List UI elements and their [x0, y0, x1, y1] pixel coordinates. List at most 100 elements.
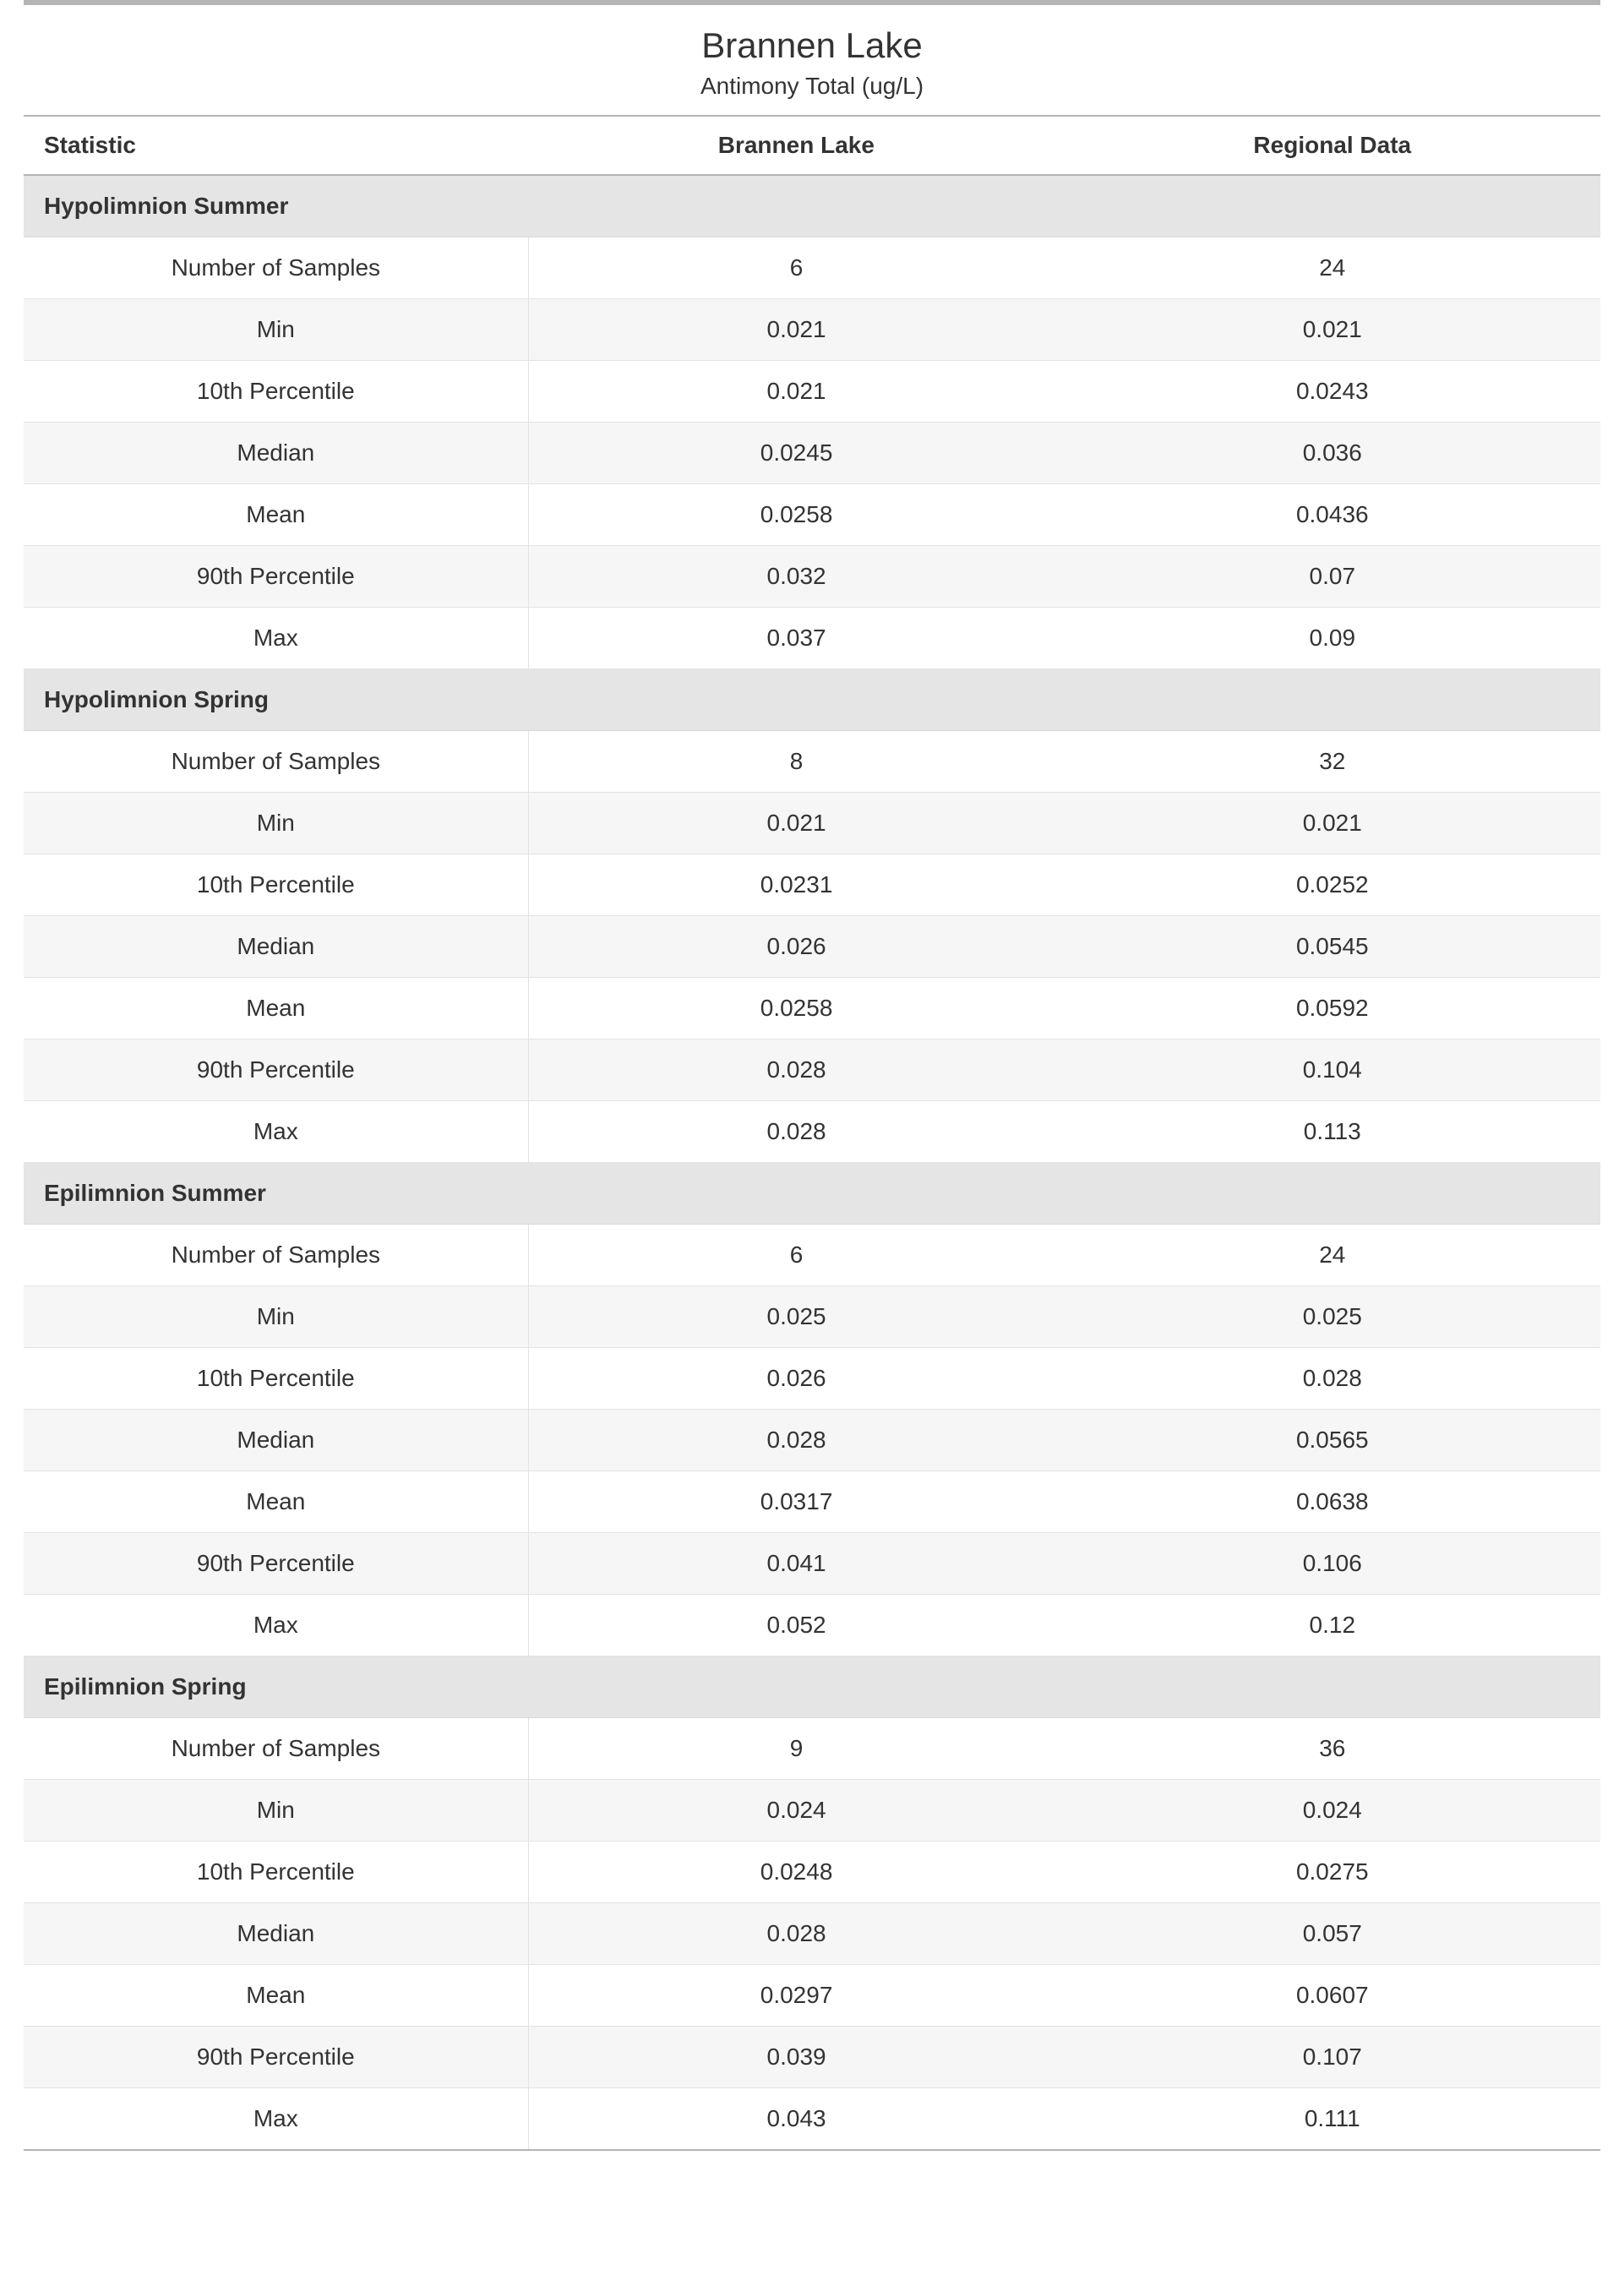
table-row: Min0.0210.021	[24, 793, 1600, 854]
table-row: Mean0.02580.0592	[24, 978, 1600, 1040]
stat-name: 10th Percentile	[24, 1348, 528, 1410]
stat-value-site: 0.0245	[528, 423, 1064, 484]
stat-value-site: 0.026	[528, 1348, 1064, 1410]
stat-name: Mean	[24, 978, 528, 1040]
stat-value-regional: 0.025	[1065, 1286, 1600, 1348]
table-row: Mean0.02580.0436	[24, 484, 1600, 546]
stat-value-regional: 0.0275	[1065, 1842, 1600, 1903]
stat-value-site: 0.028	[528, 1410, 1064, 1471]
stat-name: Mean	[24, 484, 528, 546]
stat-value-regional: 0.0545	[1065, 916, 1600, 978]
stat-name: 10th Percentile	[24, 361, 528, 423]
stat-value-regional: 0.021	[1065, 299, 1600, 361]
stat-name: Min	[24, 793, 528, 854]
stat-value-regional: 0.0436	[1065, 484, 1600, 546]
table-row: Median0.0260.0545	[24, 916, 1600, 978]
stat-value-regional: 0.0565	[1065, 1410, 1600, 1471]
stat-value-site: 0.043	[528, 2088, 1064, 2151]
stat-value-regional: 24	[1065, 1225, 1600, 1286]
stat-name: Min	[24, 1780, 528, 1842]
table-row: Median0.0280.0565	[24, 1410, 1600, 1471]
stat-name: Median	[24, 1903, 528, 1965]
stat-value-site: 0.0317	[528, 1471, 1064, 1533]
stat-value-regional: 24	[1065, 237, 1600, 299]
stat-value-regional: 0.036	[1065, 423, 1600, 484]
table-row: Mean0.02970.0607	[24, 1965, 1600, 2027]
stat-value-regional: 0.104	[1065, 1040, 1600, 1101]
stat-name: 10th Percentile	[24, 1842, 528, 1903]
section-title: Hypolimnion Summer	[24, 175, 1600, 237]
stat-value-regional: 0.0638	[1065, 1471, 1600, 1533]
table-row: Min0.0210.021	[24, 299, 1600, 361]
stat-value-site: 0.0297	[528, 1965, 1064, 2027]
stat-value-regional: 0.057	[1065, 1903, 1600, 1965]
table-row: Median0.0280.057	[24, 1903, 1600, 1965]
stat-value-site: 0.028	[528, 1903, 1064, 1965]
stat-name: Number of Samples	[24, 1718, 528, 1780]
stat-value-regional: 0.0243	[1065, 361, 1600, 423]
stat-value-regional: 0.107	[1065, 2027, 1600, 2088]
table-row: Min0.0240.024	[24, 1780, 1600, 1842]
stat-name: Max	[24, 1595, 528, 1656]
table-row: 90th Percentile0.0280.104	[24, 1040, 1600, 1101]
col-header-regional: Regional Data	[1065, 116, 1600, 175]
table-row: 10th Percentile0.02480.0275	[24, 1842, 1600, 1903]
section-title: Epilimnion Summer	[24, 1163, 1600, 1225]
section-title: Epilimnion Spring	[24, 1656, 1600, 1718]
stat-name: Median	[24, 916, 528, 978]
stat-value-site: 0.0231	[528, 854, 1064, 916]
stat-value-regional: 0.113	[1065, 1101, 1600, 1163]
table-row: 10th Percentile0.0260.028	[24, 1348, 1600, 1410]
stat-value-regional: 0.07	[1065, 546, 1600, 608]
stat-value-site: 6	[528, 237, 1064, 299]
stat-value-regional: 0.0252	[1065, 854, 1600, 916]
table-row: Number of Samples624	[24, 1225, 1600, 1286]
stat-value-site: 0.0258	[528, 484, 1064, 546]
stat-name: 10th Percentile	[24, 854, 528, 916]
table-row: Number of Samples832	[24, 731, 1600, 793]
section-title: Hypolimnion Spring	[24, 669, 1600, 731]
stat-name: 90th Percentile	[24, 546, 528, 608]
stat-value-site: 0.025	[528, 1286, 1064, 1348]
table-row: Mean0.03170.0638	[24, 1471, 1600, 1533]
table-row: Min0.0250.025	[24, 1286, 1600, 1348]
table-row: Max0.0280.113	[24, 1101, 1600, 1163]
stat-name: Max	[24, 608, 528, 669]
top-rule	[24, 0, 1600, 5]
stat-value-site: 0.026	[528, 916, 1064, 978]
stat-value-site: 0.028	[528, 1101, 1064, 1163]
col-header-site: Brannen Lake	[528, 116, 1064, 175]
stat-value-site: 0.0248	[528, 1842, 1064, 1903]
stat-value-site: 0.0258	[528, 978, 1064, 1040]
stat-name: Median	[24, 1410, 528, 1471]
stat-value-regional: 0.09	[1065, 608, 1600, 669]
stat-name: Number of Samples	[24, 1225, 528, 1286]
stat-value-site: 0.021	[528, 793, 1064, 854]
stat-value-site: 0.028	[528, 1040, 1064, 1101]
stat-name: Number of Samples	[24, 731, 528, 793]
table-row: 10th Percentile0.0210.0243	[24, 361, 1600, 423]
section-header: Epilimnion Spring	[24, 1656, 1600, 1718]
stat-name: Median	[24, 423, 528, 484]
stat-name: 90th Percentile	[24, 1040, 528, 1101]
stat-value-site: 0.041	[528, 1533, 1064, 1595]
stat-name: Min	[24, 299, 528, 361]
table-row: 90th Percentile0.0410.106	[24, 1533, 1600, 1595]
stat-value-regional: 0.021	[1065, 793, 1600, 854]
stat-value-site: 0.024	[528, 1780, 1064, 1842]
table-row: Max0.0370.09	[24, 608, 1600, 669]
stats-table: Statistic Brannen Lake Regional Data Hyp…	[24, 115, 1600, 2151]
page-title: Brannen Lake	[24, 25, 1600, 66]
section-header: Hypolimnion Summer	[24, 175, 1600, 237]
section-header: Hypolimnion Spring	[24, 669, 1600, 731]
stat-value-regional: 0.0607	[1065, 1965, 1600, 2027]
stat-value-regional: 0.111	[1065, 2088, 1600, 2151]
stat-value-site: 0.021	[528, 299, 1064, 361]
col-header-statistic: Statistic	[24, 116, 528, 175]
stat-value-site: 0.021	[528, 361, 1064, 423]
stat-name: Max	[24, 2088, 528, 2151]
table-row: Number of Samples936	[24, 1718, 1600, 1780]
table-row: 90th Percentile0.0320.07	[24, 546, 1600, 608]
table-row: Median0.02450.036	[24, 423, 1600, 484]
stat-value-regional: 0.12	[1065, 1595, 1600, 1656]
